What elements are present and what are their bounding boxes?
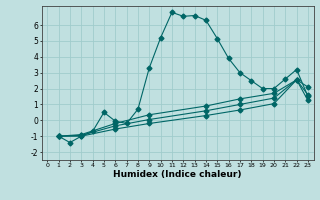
X-axis label: Humidex (Indice chaleur): Humidex (Indice chaleur) [113,170,242,179]
